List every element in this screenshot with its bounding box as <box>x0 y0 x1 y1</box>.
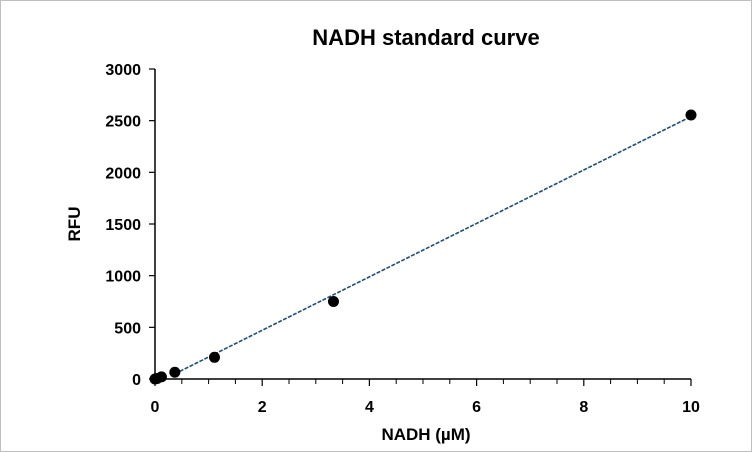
trendline <box>174 115 692 375</box>
y-tick-label: 3000 <box>105 62 141 79</box>
x-ticks: 0 2 4 6 8 10 <box>151 379 700 416</box>
y-ticks: 0 500 1000 1500 2000 2500 3000 <box>105 62 155 389</box>
x-axis-title: NADH (µM) <box>381 425 470 444</box>
y-axis-title: RFU <box>65 207 84 242</box>
y-tick-label: 2000 <box>105 165 141 182</box>
x-tick-label: 4 <box>365 399 374 416</box>
y-tick-label: 1500 <box>105 217 141 234</box>
axes <box>154 69 691 380</box>
y-tick-label: 0 <box>132 372 141 389</box>
data-point <box>208 351 220 363</box>
x-tick-label: 8 <box>579 399 588 416</box>
x-tick-label: 2 <box>258 399 267 416</box>
data-point <box>327 296 339 307</box>
data-point <box>169 366 181 378</box>
data-points <box>149 109 697 385</box>
x-tick-label: 10 <box>682 399 700 416</box>
x-minor-ticks <box>181 379 665 384</box>
data-point <box>685 109 697 121</box>
y-tick-label: 500 <box>114 320 141 337</box>
y-tick-label: 2500 <box>105 114 141 131</box>
data-point <box>155 371 167 383</box>
y-tick-label: 1000 <box>105 269 141 286</box>
x-tick-label: 0 <box>151 399 160 416</box>
x-tick-label: 6 <box>472 399 481 416</box>
chart-title: NADH standard curve <box>312 25 539 50</box>
